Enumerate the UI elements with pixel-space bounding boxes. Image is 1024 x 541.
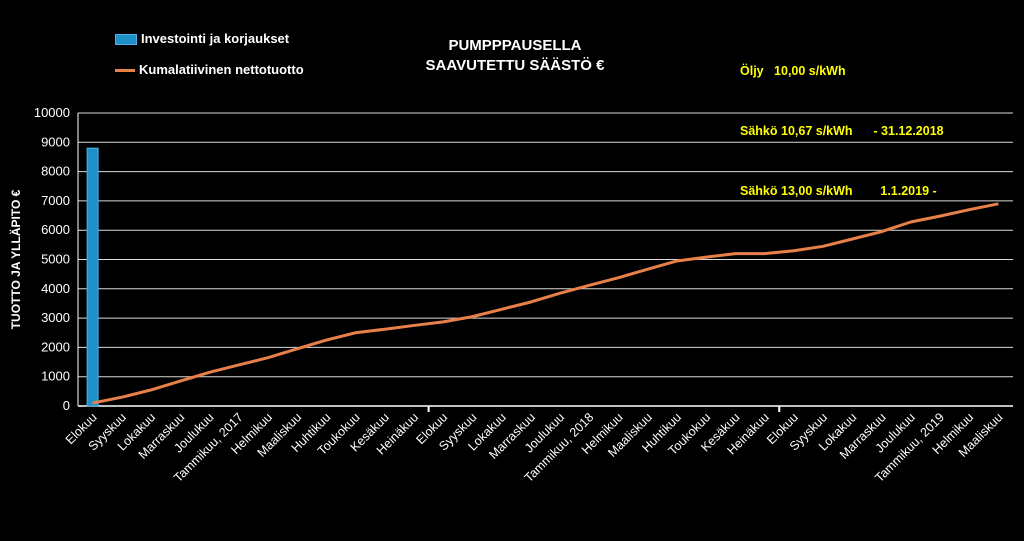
rate-row: Öljy 10,00 s/kWh [740, 61, 944, 81]
y-tick-label: 3000 [41, 310, 70, 325]
rate-name: Sähkö [740, 124, 778, 138]
rate-row: Sähkö 10,67 s/kWh - 31.12.2018 [740, 121, 944, 141]
y-tick-label: 4000 [41, 281, 70, 296]
series-line [92, 202, 999, 405]
y-tick-label: 1000 [41, 369, 70, 384]
y-tick-label: 10000 [34, 105, 70, 120]
title-line-2: SAAVUTETTU SÄÄSTÖ € [425, 57, 605, 74]
legend-line-label: Kumalatiivinen nettotuotto [139, 62, 304, 77]
energy-rates: Öljy 10,00 s/kWh Sähkö 10,67 s/kWh - 31.… [740, 21, 944, 221]
y-tick-label: 7000 [41, 193, 70, 208]
rate-value: 13,00 s/kWh [781, 184, 853, 198]
title-line-1: PUMPPPAUSELLA [448, 37, 582, 54]
legend-line-swatch [115, 69, 135, 73]
y-tick-label: 2000 [41, 339, 70, 354]
rate-name: Öljy [740, 64, 764, 78]
bar [86, 147, 99, 407]
rate-row: Sähkö 13,00 s/kWh 1.1.2019 - [740, 181, 944, 201]
rate-period: 1.1.2019 - [880, 184, 937, 198]
y-tick-label: 9000 [41, 134, 70, 149]
y-tick-label: 5000 [41, 252, 70, 267]
rate-period: - 31.12.2018 [873, 124, 944, 138]
y-tick-label: 8000 [41, 164, 70, 179]
legend-bar-label: Investointi ja korjaukset [141, 31, 290, 46]
legend-bar-swatch [115, 34, 137, 46]
rate-name: Sähkö [740, 184, 778, 198]
y-axis-label: TUOTTO JA YLLÄPITO € [8, 189, 23, 329]
rate-value: 10,67 s/kWh [781, 124, 853, 138]
y-tick-label: 0 [63, 398, 70, 413]
chart-title: PUMPPPAUSELLA SAAVUTETTU SÄÄSTÖ € [395, 36, 635, 76]
y-tick-label: 6000 [41, 222, 70, 237]
legend-item-bar: Investointi ja korjaukset [115, 31, 289, 46]
legend-item-line: Kumalatiivinen nettotuotto [115, 62, 304, 77]
rate-value: 10,00 s/kWh [774, 64, 846, 78]
